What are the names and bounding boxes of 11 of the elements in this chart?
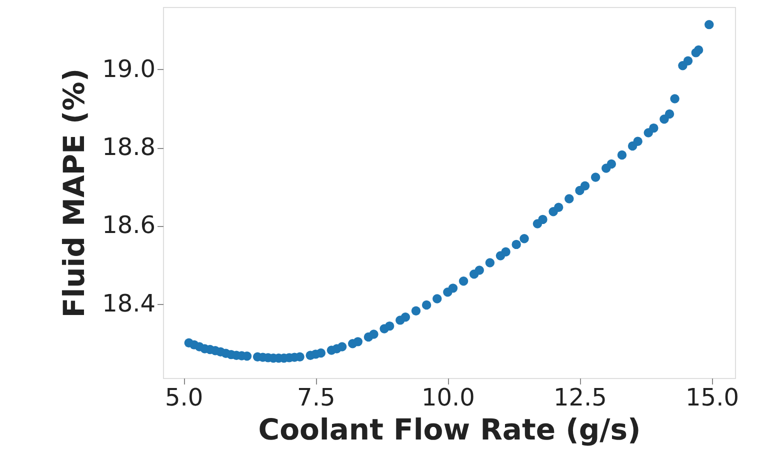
x-tick-label: 10.0 (421, 384, 475, 412)
x-tick-label: 5.0 (165, 384, 204, 412)
x-tick-label: 7.5 (297, 384, 336, 412)
x-tick-label: 12.5 (554, 384, 607, 412)
y-tick-label: 18.6 (102, 211, 156, 240)
x-axis-title: Coolant Flow Rate (g/s) (258, 412, 641, 446)
y-tick-label: 19.0 (102, 54, 156, 83)
y-tick-label: 18.8 (102, 133, 156, 162)
x-tick-label: 15.0 (686, 384, 739, 412)
y-axis-title: Fluid MAPE (%) (57, 68, 92, 318)
y-tick-label: 18.4 (102, 289, 156, 318)
